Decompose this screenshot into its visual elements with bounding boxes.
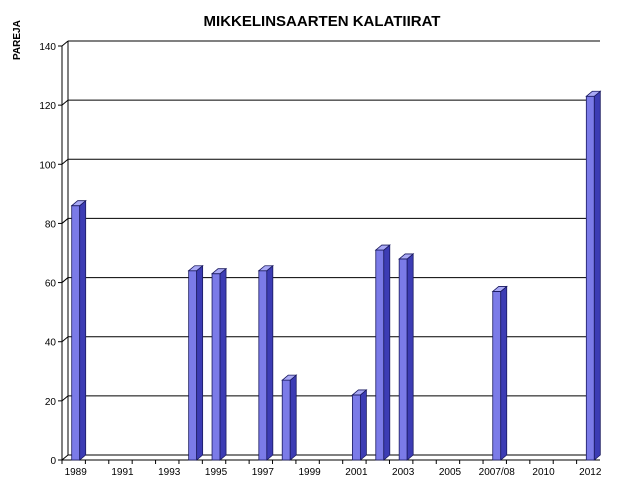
- bar-front-1998: [281, 379, 291, 461]
- bar-top-2012: [585, 90, 602, 97]
- bar-top-1998: [281, 374, 298, 381]
- bar-1989: [70, 199, 87, 461]
- x-tick-label-1989: 1989: [65, 467, 88, 478]
- chart-title: MIKKELINSAARTEN KALATIIRAT: [203, 13, 441, 30]
- bar-2012: [585, 90, 602, 461]
- bar-side-1994: [196, 264, 204, 461]
- grid-line-140-depth: [61, 40, 69, 47]
- bar-front-1994: [188, 270, 198, 461]
- bar-top-2003: [398, 253, 415, 260]
- x-tick-label-2001: 2001: [345, 467, 368, 478]
- bar-side-1997: [266, 264, 274, 461]
- x-tick-label-1997: 1997: [252, 467, 275, 478]
- bar-2007/08: [491, 285, 508, 461]
- x-tick-label-1995: 1995: [205, 467, 228, 478]
- axes: [58, 41, 600, 464]
- y-tick-label-20: 20: [45, 397, 57, 408]
- bar-top-1994: [187, 265, 204, 272]
- bar-1995: [210, 267, 228, 461]
- grid-line-120-depth: [61, 99, 69, 106]
- y-tick-label-80: 80: [45, 219, 57, 230]
- bar-1997: [257, 264, 274, 461]
- x-tick-label-2005: 2005: [439, 467, 462, 478]
- bar-front-2003: [398, 258, 408, 461]
- grid-line-40-depth: [61, 336, 69, 343]
- grid-lines: [61, 40, 600, 402]
- bar-2001: [351, 389, 368, 461]
- tick-labels: 0 20 40 60 80 100 120 140 1989 1991 1993 1995 1997 19…: [39, 42, 602, 478]
- y-tick-label-60: 60: [45, 279, 57, 290]
- x-tick-label-2012: 2012: [579, 467, 602, 478]
- y-tick-label-140: 140: [39, 42, 56, 53]
- bar-2003: [398, 253, 415, 461]
- bar-top-1997: [257, 265, 274, 272]
- grid-line-60-depth: [61, 277, 69, 283]
- bar-front-1989: [71, 205, 81, 461]
- y-tick-label-100: 100: [39, 160, 56, 171]
- bar-front-2002: [375, 249, 385, 461]
- bar-side-2012: [593, 90, 601, 461]
- bar-front-2007/08: [492, 291, 502, 461]
- bar-front-1995: [211, 273, 221, 461]
- bar-side-1995: [219, 267, 227, 461]
- grid-line-20-depth: [61, 395, 69, 402]
- bar-side-2003: [406, 253, 414, 461]
- x-axis-depth-line: [61, 454, 69, 461]
- grid-line-80-depth: [61, 218, 69, 224]
- bar-1998: [281, 374, 298, 461]
- bar-1994: [187, 264, 204, 461]
- x-tick-label-2010: 2010: [532, 467, 555, 478]
- bar-side-1989: [79, 199, 87, 461]
- bar-front-2001: [351, 394, 361, 461]
- bar-front-1997: [258, 270, 268, 461]
- x-tick-label-2007/08: 2007/08: [479, 467, 516, 478]
- bar-side-1998: [289, 374, 297, 461]
- bar-front-2012: [585, 95, 595, 461]
- bar-top-2002: [374, 244, 391, 251]
- x-tick-label-1991: 1991: [111, 467, 134, 478]
- bar-side-2002: [383, 244, 391, 461]
- x-tick-label-1993: 1993: [158, 467, 181, 478]
- bar-top-2001: [351, 389, 368, 396]
- bar-top-2007/08: [491, 286, 508, 292]
- bar-side-2007/08: [500, 285, 508, 461]
- x-tick-label-2003: 2003: [392, 467, 415, 478]
- y-tick-label-120: 120: [39, 101, 56, 112]
- bar-side-2001: [359, 389, 367, 461]
- y-tick-label-40: 40: [45, 338, 57, 349]
- grid-line-100-depth: [61, 158, 69, 165]
- x-tick-label-1999: 1999: [298, 467, 321, 478]
- bar-2002: [374, 244, 391, 461]
- bars: [70, 90, 602, 461]
- y-tick-label-0: 0: [50, 456, 56, 467]
- bar-top-1995: [210, 268, 228, 275]
- bar-top-1989: [70, 200, 87, 207]
